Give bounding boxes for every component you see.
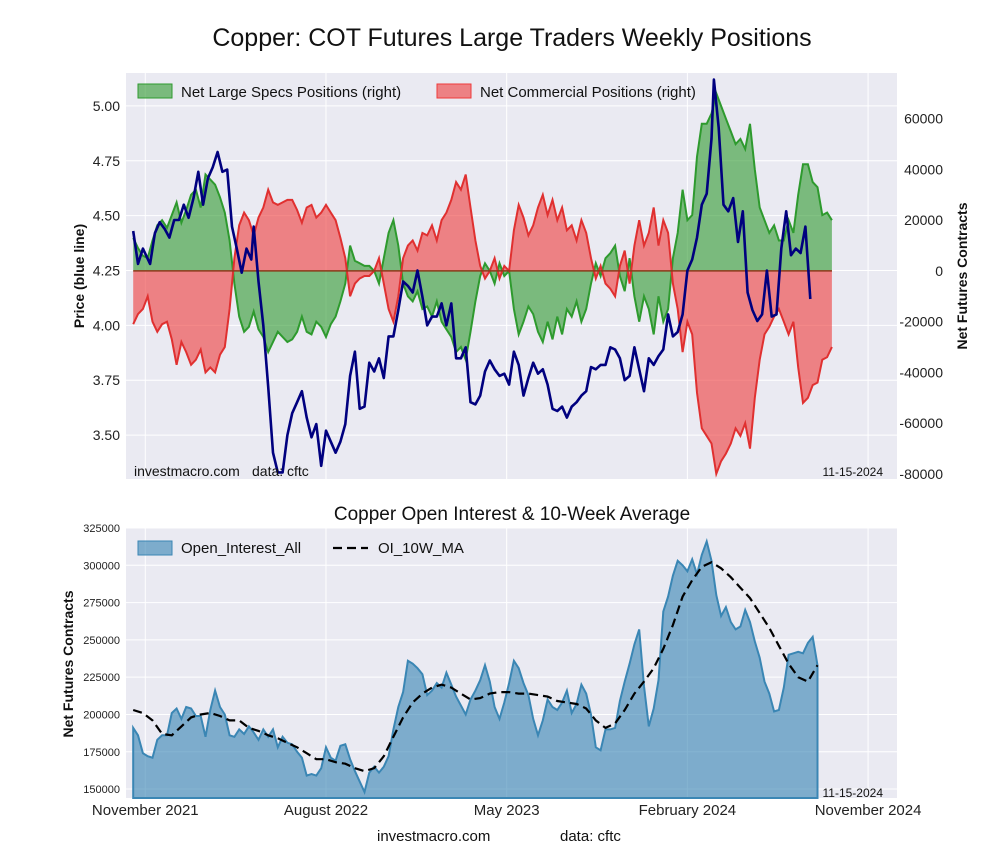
legend-label-specs: Net Large Specs Positions (right)	[181, 84, 401, 101]
top-right-y-tick-label: 20000	[904, 212, 943, 228]
top-left-y-label: Price (blue line)	[71, 224, 87, 328]
top-y-tick-label: 3.50	[93, 427, 120, 443]
net-commercial-area	[133, 174, 832, 474]
bottom-legend: Open_Interest_All OI_10W_MA	[137, 540, 464, 557]
bottom-y-tick-label: 300000	[83, 560, 120, 572]
top-right-y-tick-label: -80000	[899, 466, 943, 482]
legend-swatch-specs	[137, 83, 173, 99]
bottom-y-tick-label: 200000	[83, 709, 120, 721]
bottom-y-tick-label: 175000	[83, 747, 120, 759]
x-tick-label: November 2021	[92, 802, 199, 819]
bottom-y-tick-label: 275000	[83, 598, 120, 610]
top-legend: Net Large Specs Positions (right) Net Co…	[137, 83, 696, 101]
open-interest-area	[132, 537, 819, 799]
bottom-y-tick-label: 150000	[83, 784, 120, 796]
top-y-tick-label: 4.25	[93, 263, 120, 279]
legend-swatch-commercial	[436, 83, 472, 99]
bottom-y-tick-labels: 150000 175000 200000 225000 250000 275000 3000…	[83, 523, 120, 796]
top-left-y-tick-labels: 3.50 3.75 4.00 4.25 4.50 4.75 5.00	[93, 98, 120, 443]
bottom-y-tick-label: 325000	[83, 523, 120, 535]
bottom-x-tick-labels: November 2021 August 2022 May 2023 February…	[92, 802, 922, 819]
top-watermark-source: data: cftc	[252, 463, 309, 479]
legend-label-ma: OI_10W_MA	[378, 540, 464, 557]
bottom-y-label: Net Futures Contracts	[60, 590, 76, 737]
bottom-chart-title: Copper Open Interest & 10-Week Average	[334, 504, 690, 525]
top-right-y-tick-label: -60000	[899, 415, 943, 431]
legend-swatch-open-interest	[137, 540, 173, 556]
legend-label-open-interest: Open_Interest_All	[181, 540, 301, 557]
top-watermark-site: investmacro.com	[134, 463, 240, 479]
top-right-y-tick-label: 0	[935, 263, 943, 279]
chart-title: Copper: COT Futures Large Traders Weekly…	[212, 24, 811, 52]
footer-source: data: cftc	[560, 828, 621, 845]
top-y-tick-label: 4.75	[93, 153, 120, 169]
oi-10w-ma-line	[132, 561, 819, 773]
bottom-y-tick-label: 225000	[83, 672, 120, 684]
top-y-tick-label: 4.00	[93, 317, 120, 333]
net-large-specs-area	[133, 93, 832, 360]
top-right-y-tick-label: -20000	[899, 314, 943, 330]
x-tick-label: November 2024	[815, 802, 922, 819]
top-right-y-tick-label: 60000	[904, 111, 943, 127]
top-y-tick-label: 4.50	[93, 208, 120, 224]
top-right-y-tick-labels: -80000 -60000 -40000 -20000 0 20000 40000 60000	[899, 111, 943, 482]
x-tick-label: February 2024	[639, 802, 737, 819]
bottom-y-tick-label: 250000	[83, 635, 120, 647]
top-right-y-label: Net Futures Contracts	[954, 202, 970, 349]
legend-label-commercial: Net Commercial Positions (right)	[480, 84, 696, 101]
price-line	[131, 78, 812, 474]
x-tick-label: August 2022	[284, 802, 368, 819]
net-commercial-line	[132, 174, 833, 478]
footer-site: investmacro.com	[377, 828, 491, 845]
top-y-tick-label: 3.75	[93, 372, 120, 388]
bottom-watermark-date: 11-15-2024	[823, 786, 884, 800]
top-right-y-tick-label: -40000	[899, 364, 943, 380]
top-watermark-date: 11-15-2024	[823, 465, 884, 479]
top-right-y-tick-label: 40000	[904, 161, 943, 177]
x-tick-label: May 2023	[474, 802, 540, 819]
top-y-tick-label: 5.00	[93, 98, 120, 114]
